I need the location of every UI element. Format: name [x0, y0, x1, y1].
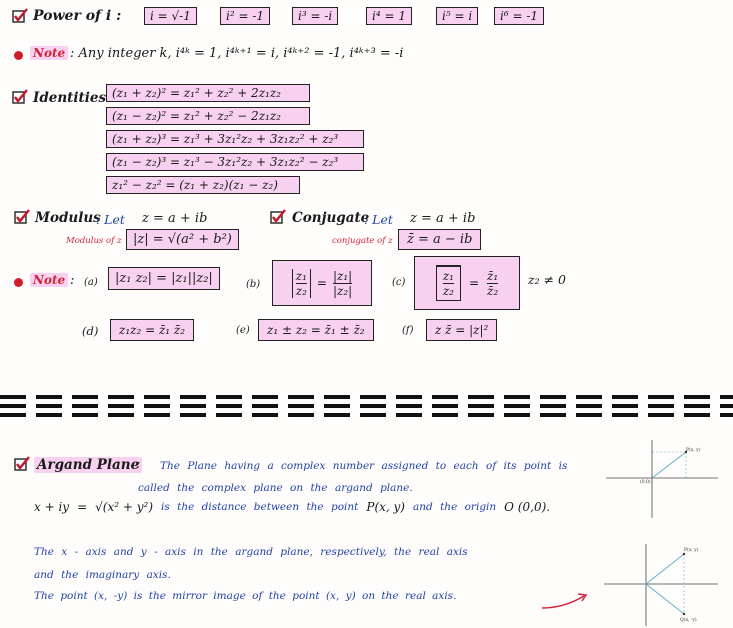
c-rhs-den: z̄₂ — [487, 283, 499, 298]
axes-line-2: and the imaginary axis. — [34, 569, 171, 581]
property-d-tag: (d) — [82, 324, 99, 338]
checkmark-icon — [12, 8, 28, 23]
argand-definition-line-1: The Plane having a complex number assign… — [160, 460, 568, 472]
property-f-tag: (f) — [402, 325, 414, 336]
b-rhs-den: |z₂| — [332, 283, 353, 298]
conjugate-sub-label: conjugate of z — [332, 236, 393, 246]
formula-point: P(x, y) — [366, 500, 405, 514]
power-box-6: i⁶ = -1 — [494, 7, 545, 25]
note-colon: : — [70, 273, 75, 288]
b-lhs-num: z₁ — [295, 268, 307, 283]
b-rhs-num: |z₁| — [332, 268, 353, 283]
section-divider — [0, 395, 733, 399]
argand-definition-line-2: called the complex plane on the argand p… — [138, 482, 413, 494]
c-lhs-fraction: z₁ z₂ — [435, 265, 461, 301]
note-integer-text: : Any integer k, i⁴ᵏ = 1, i⁴ᵏ⁺¹ = i, i⁴ᵏ… — [70, 46, 404, 61]
b-lhs-den: z₂ — [295, 283, 307, 298]
modulus-distance-formula: x + iy = √(x² + y²) is the distance betw… — [34, 500, 550, 514]
power-box-2: i² = -1 — [220, 7, 271, 25]
modulus-sub-label: Modulus of z — [66, 236, 122, 246]
bullet-icon — [14, 278, 23, 287]
property-c-formula: z₁ z₂ = z̄₁ z̄₂ — [414, 256, 520, 310]
power-of-i-label: Power of i : — [33, 8, 122, 24]
formula-text-2: and the origin — [413, 501, 497, 513]
modulus-label: Modulus — [35, 210, 101, 226]
graph2-point-q-label: Q(x, -y) — [680, 618, 697, 623]
argand-plane-label: Argand Plane — [34, 457, 143, 473]
fraction-bar — [295, 282, 307, 284]
property-c-condition: z₂ ≠ 0 — [528, 272, 566, 287]
formula-equals: = — [77, 500, 88, 514]
mirror-image-graph — [604, 544, 718, 626]
fraction-bar — [442, 283, 454, 284]
formula-origin: O (0,0). — [504, 500, 551, 514]
b-rhs-fraction: |z₁| |z₂| — [332, 268, 353, 298]
c-lhs-num: z₁ — [442, 269, 454, 283]
identity-row-2: (z₁ − z₂)² = z₁² + z₂² − 2z₁z₂ — [106, 107, 310, 125]
section-divider — [0, 404, 733, 408]
section-divider — [0, 413, 733, 417]
c-rhs-fraction: z̄₁ z̄₂ — [487, 268, 499, 298]
axes-line-1: The x - axis and y - axis in the argand … — [34, 546, 468, 558]
note-label: Note — [30, 46, 69, 60]
mirror-image-line: The point (x, -y) is the mirror image of… — [34, 590, 457, 602]
modulus-let-text: : Let — [96, 212, 125, 227]
graph1-origin-label: (0,0) — [640, 480, 651, 485]
modulus-let-equation: z = a + ib — [142, 211, 208, 226]
checkmark-icon — [12, 89, 28, 104]
c-lhs-den: z₂ — [442, 284, 454, 298]
conjugate-let-text: : Let — [364, 212, 393, 227]
identity-row-4: (z₁ − z₂)³ = z₁³ − 3z₁²z₂ + 3z₁z₂² − z₂³ — [106, 153, 364, 171]
argand-colon: : — [136, 457, 141, 472]
formula-root: √(x² + y²) — [95, 500, 154, 514]
formula-text: is the distance between the point — [161, 501, 359, 513]
property-a-tag: (a) — [84, 277, 98, 288]
c-equals: = — [468, 276, 480, 290]
property-d-formula: z₁z₂ = z̄₁ z̄₂ — [110, 319, 195, 341]
c-rhs-num: z̄₁ — [487, 268, 499, 283]
b-equals: = — [316, 276, 327, 290]
argand-plane-graph — [606, 440, 718, 518]
property-f-formula: z z̄ = |z|² — [426, 319, 498, 341]
checkmark-icon — [14, 209, 30, 224]
property-c-tag: (c) — [392, 277, 406, 288]
identity-row-1: (z₁ + z₂)² = z₁² + z₂² + 2z₁z₂ — [106, 84, 310, 102]
bullet-icon — [14, 51, 23, 60]
power-box-1: i = √-1 — [144, 7, 197, 25]
note-label: Note — [30, 273, 69, 287]
checkmark-icon — [270, 209, 286, 224]
property-b-formula: z₁ z₂ = |z₁| |z₂| — [272, 260, 372, 306]
identities-label: Identities — [33, 90, 107, 106]
fraction-bar — [487, 282, 499, 284]
red-arrow-icon — [541, 593, 588, 609]
checkmark-icon — [14, 456, 30, 471]
identity-row-5: z₁² − z₂² = (z₁ + z₂)(z₁ − z₂) — [106, 176, 300, 194]
conjugate-label: Conjugate — [292, 210, 370, 226]
graph2-point-p-label: P(x, y) — [684, 548, 699, 553]
formula-lhs: x + iy — [34, 500, 70, 514]
graph1-point-label: P(x, y) — [686, 448, 701, 453]
property-e-formula: z₁ ± z₂ = z̄₁ ± z̄₂ — [258, 319, 374, 341]
modulus-formula: |z| = √(a² + b²) — [126, 229, 239, 250]
power-box-3: i³ = -i — [292, 7, 339, 25]
fraction-bar — [332, 282, 353, 284]
property-a-formula: |z₁ z₂| = |z₁||z₂| — [108, 267, 220, 290]
conjugate-formula: z̄ = a − ib — [398, 229, 482, 250]
conjugate-let-equation: z = a + ib — [410, 211, 476, 226]
b-lhs-fraction: z₁ z₂ — [291, 268, 311, 298]
property-e-tag: (e) — [236, 325, 250, 336]
power-box-5: i⁵ = i — [436, 7, 479, 25]
power-box-4: i⁴ = 1 — [366, 7, 412, 25]
property-b-tag: (b) — [246, 279, 261, 290]
identity-row-3: (z₁ + z₂)³ = z₁³ + 3z₁²z₂ + 3z₁z₂² + z₂³ — [106, 130, 364, 148]
